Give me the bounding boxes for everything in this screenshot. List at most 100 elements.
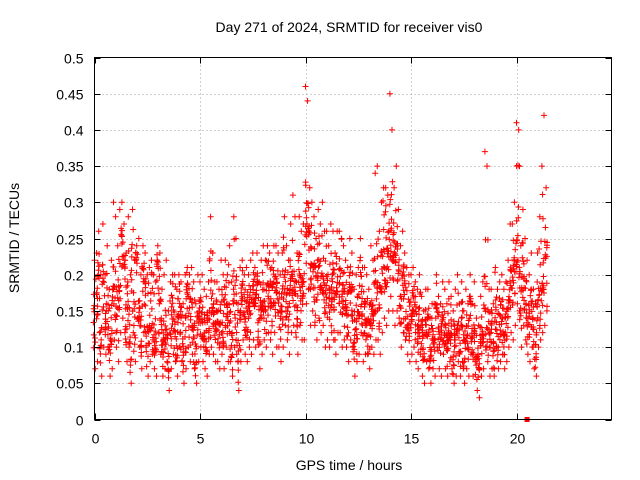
data-point: [474, 387, 481, 394]
data-point: [207, 213, 214, 220]
data-point: [232, 235, 239, 242]
data-point: [238, 285, 245, 292]
data-point: [452, 336, 459, 343]
data-point: [130, 322, 137, 329]
data-point: [273, 284, 280, 291]
data-point: [288, 287, 295, 294]
data-point: [406, 358, 413, 365]
data-point: [332, 351, 339, 358]
data-point: [131, 341, 138, 348]
data-point: [527, 287, 534, 294]
data-point: [219, 334, 226, 341]
data-point: [433, 280, 440, 287]
data-point: [230, 286, 237, 293]
data-point: [308, 245, 315, 251]
data-point: [459, 298, 466, 305]
data-point: [513, 119, 520, 126]
data-point: [277, 336, 284, 343]
data-point: [326, 261, 333, 268]
data-point: [214, 358, 221, 365]
data-point: [235, 300, 241, 307]
data-point: [169, 280, 176, 287]
data-point: [286, 351, 293, 358]
data-point: [179, 340, 186, 347]
data-point: [149, 334, 156, 341]
data-point: [208, 295, 215, 302]
data-point: [523, 314, 530, 321]
data-point: [343, 344, 350, 351]
data-point: [523, 277, 529, 284]
data-point: [510, 336, 517, 343]
data-point: [520, 322, 527, 329]
data-point: [223, 344, 230, 351]
data-point: [297, 287, 304, 294]
data-point: [421, 380, 428, 387]
data-point: [372, 170, 379, 177]
data-point: [527, 358, 533, 365]
data-point: [155, 285, 162, 292]
data-point: [175, 271, 182, 278]
data-point: [538, 163, 545, 170]
data-point: [251, 264, 258, 271]
data-point: [520, 240, 526, 247]
data-point: [143, 348, 150, 355]
data-point: [333, 284, 340, 291]
data-point: [213, 297, 220, 304]
data-point: [515, 162, 522, 169]
data-point: [147, 297, 154, 304]
data-point: [376, 228, 383, 235]
data-point: [302, 182, 309, 189]
data-point: [379, 253, 386, 260]
data-point: [499, 296, 506, 303]
data-point: [375, 236, 382, 243]
data-point: [96, 329, 103, 336]
data-point: [191, 297, 198, 303]
data-point: [314, 257, 321, 264]
data-point: [136, 322, 143, 329]
data-point: [311, 230, 318, 237]
data-point: [494, 357, 501, 364]
data-point: [208, 277, 215, 284]
data-point: [317, 284, 323, 291]
data-point: [533, 373, 540, 380]
data-point: [102, 351, 109, 358]
data-point: [142, 250, 149, 256]
data-point: [121, 221, 127, 227]
data-point: [296, 213, 303, 220]
data-point: [381, 288, 388, 295]
data-point: [100, 278, 107, 285]
data-point: [170, 316, 177, 323]
data-point: [178, 278, 184, 285]
data-point: [132, 358, 139, 365]
plot-frame: [94, 57, 612, 420]
data-point: [412, 293, 419, 300]
data-point: [503, 358, 510, 365]
data-point: [105, 323, 112, 330]
data-point: [298, 228, 305, 235]
data-point: [237, 358, 244, 365]
data-point: [347, 336, 354, 343]
data-point: [492, 304, 499, 311]
data-point: [393, 163, 400, 170]
data-point: [331, 327, 338, 334]
data-point: [374, 279, 381, 286]
data-point: [281, 213, 288, 220]
data-point: [517, 305, 524, 312]
data-point: [197, 294, 204, 301]
data-point: [331, 306, 337, 313]
data-point: [245, 315, 252, 322]
data-point: [452, 286, 459, 293]
data-point: [384, 245, 391, 252]
data-point: [255, 328, 262, 335]
data-point: [269, 322, 276, 329]
data-point: [470, 350, 477, 356]
data-point: [381, 315, 388, 322]
data-point: [413, 358, 420, 365]
data-point: [329, 259, 336, 266]
data-point: [160, 349, 167, 356]
data-point: [523, 278, 530, 285]
data-point: [289, 192, 296, 199]
data-point: [543, 244, 550, 251]
data-point: [382, 184, 389, 191]
data-point: [534, 279, 541, 285]
